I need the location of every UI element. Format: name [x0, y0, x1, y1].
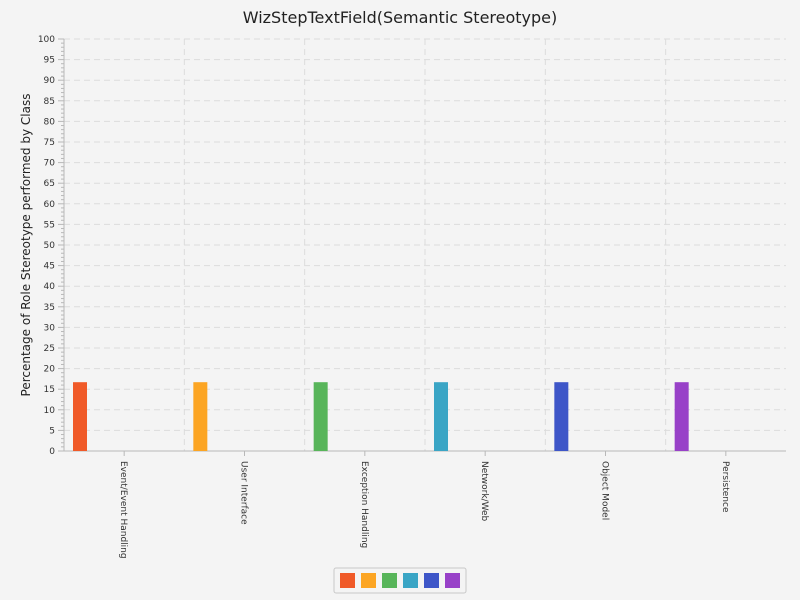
- y-tick-label: 35: [44, 303, 55, 313]
- y-tick-label: 55: [44, 220, 55, 230]
- y-tick-label: 0: [49, 447, 55, 457]
- y-tick-label: 50: [44, 241, 56, 251]
- x-tick-label: Object Model: [600, 461, 610, 520]
- y-tick-label: 95: [44, 56, 55, 66]
- legend-swatch: [445, 573, 460, 588]
- legend-swatch: [403, 573, 418, 588]
- y-tick-label: 25: [44, 344, 55, 354]
- legend-swatch: [424, 573, 439, 588]
- y-tick-label: 70: [44, 159, 56, 169]
- y-tick-label: 20: [44, 365, 56, 375]
- y-tick-label: 75: [44, 138, 55, 148]
- y-tick-label: 80: [44, 117, 56, 127]
- bar: [674, 382, 689, 451]
- x-tick-label: Exception Handling: [359, 461, 369, 548]
- bars: [73, 382, 689, 451]
- y-tick-label: 65: [44, 179, 55, 189]
- y-tick-label: 85: [44, 97, 55, 107]
- bar: [434, 382, 448, 451]
- y-tick-label: 40: [44, 282, 56, 292]
- y-tick-label: 100: [38, 35, 55, 45]
- legend-swatch: [382, 573, 397, 588]
- chart-title: WizStepTextField(Semantic Stereotype): [243, 8, 558, 27]
- y-tick-label: 10: [44, 406, 56, 416]
- bar: [73, 382, 87, 451]
- x-tick-label: Network/Web: [479, 461, 489, 522]
- y-tick-label: 60: [44, 200, 56, 210]
- y-tick-label: 15: [44, 385, 55, 395]
- legend-swatch: [340, 573, 355, 588]
- y-tick-label: 45: [44, 262, 55, 272]
- y-tick-label: 30: [44, 323, 56, 333]
- x-tick-label: Persistence: [720, 461, 730, 513]
- y-axis-label: Percentage of Role Stereotype performed …: [19, 94, 33, 397]
- legend-swatch: [361, 573, 376, 588]
- x-tick-label: User Interface: [239, 461, 249, 525]
- bar: [313, 382, 328, 451]
- legend: [333, 567, 467, 594]
- gridlines: [64, 38, 786, 451]
- y-tick-label: 90: [44, 76, 56, 86]
- x-tick-label: Event/Event Handling: [118, 461, 128, 559]
- y-tick-label: 5: [49, 426, 55, 436]
- bar: [193, 382, 208, 451]
- x-tick-labels: Event/Event Handling User Interface Except…: [118, 461, 730, 559]
- bar: [554, 382, 569, 451]
- axes: 0 5 10 15 20 25 30 35 40 45 50 55 60 65 70 75 80 85 90 95 10…: [38, 35, 786, 457]
